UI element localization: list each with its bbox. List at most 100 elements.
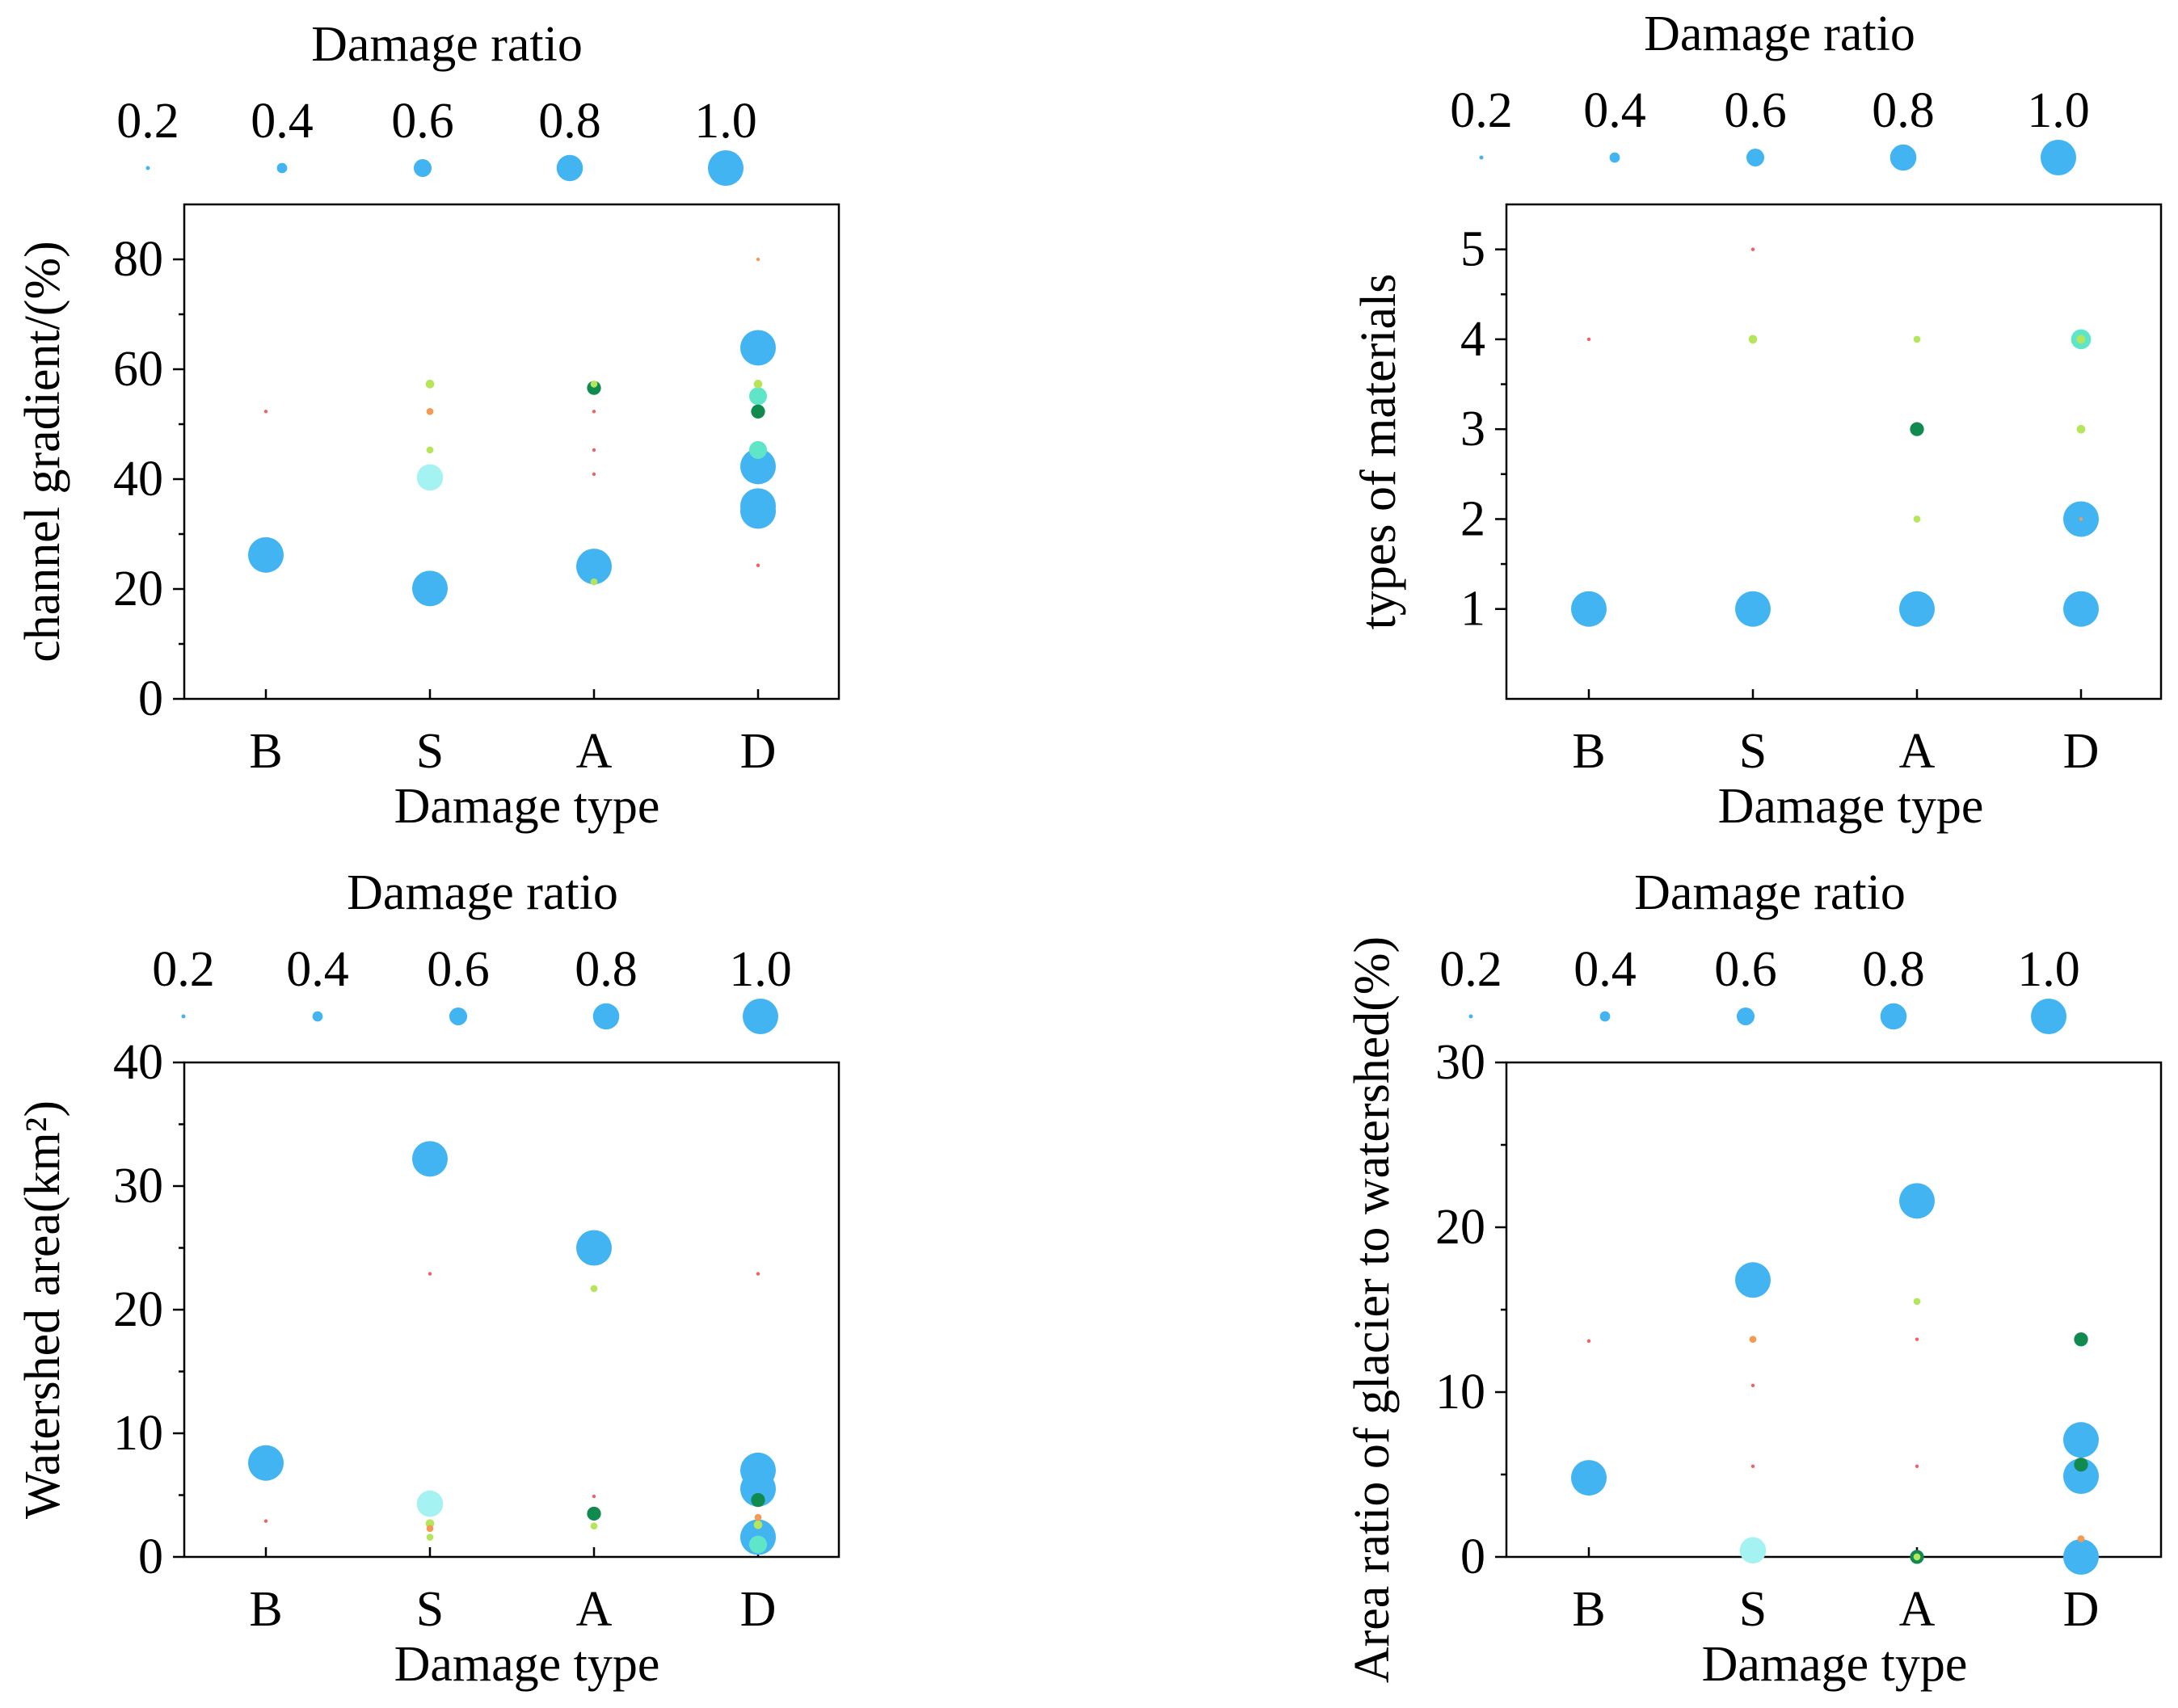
y-tick-label: 30 xyxy=(113,1159,163,1214)
data-point xyxy=(1910,422,1924,436)
plot-area-frame xyxy=(183,203,840,700)
data-point xyxy=(1899,1183,1935,1219)
data-point xyxy=(592,448,596,452)
data-point xyxy=(740,488,776,524)
y-tick-label: 2 xyxy=(1460,491,1485,546)
size-legend: 0.2 0.4 0.6 0.8 1.0 xyxy=(1450,83,2090,175)
legend-size-marker xyxy=(1599,1011,1611,1022)
legend-label: 1.0 xyxy=(2027,83,2090,138)
legend-label: 0.8 xyxy=(575,942,638,997)
x-tick-label: A xyxy=(576,1582,613,1637)
data-point xyxy=(1586,337,1591,342)
legend-size-marker xyxy=(2031,999,2066,1034)
legend-size-marker xyxy=(1736,1007,1755,1026)
data-point xyxy=(1915,1337,1919,1341)
data-point xyxy=(1571,1460,1607,1496)
x-tick-label: A xyxy=(1899,724,1936,779)
legend-title: Damage ratio xyxy=(347,865,618,920)
y-tick-label: 10 xyxy=(1435,1365,1485,1420)
data-point xyxy=(1913,1298,1921,1306)
x-tick-label: B xyxy=(1572,1582,1605,1637)
data-point xyxy=(1750,247,1755,251)
legend-label: 0.2 xyxy=(116,94,179,149)
data-point xyxy=(1913,335,1921,343)
legend-label: 0.6 xyxy=(1714,942,1777,997)
data-point xyxy=(592,1494,596,1499)
y-axis-title: Watershed area(km²) xyxy=(15,1100,70,1519)
y-tick-label: 3 xyxy=(1460,402,1485,456)
x-tick-label: B xyxy=(1572,724,1605,779)
data-point xyxy=(2063,591,2099,627)
legend-size-marker xyxy=(743,999,778,1034)
y-tick-label: 80 xyxy=(113,232,163,287)
legend-size-marker xyxy=(181,1014,186,1019)
data-point xyxy=(1571,591,1607,627)
x-tick-label: D xyxy=(2063,724,2100,779)
data-point xyxy=(2074,1332,2088,1347)
legend-label: 0.2 xyxy=(1439,942,1502,997)
data-point xyxy=(412,1141,448,1177)
legend-label: 1.0 xyxy=(2017,942,2080,997)
legend-size-marker xyxy=(1609,152,1620,163)
size-legend: 0.2 0.4 0.6 0.8 1.0 xyxy=(1439,942,2080,1034)
y-tick-label: 40 xyxy=(113,1035,163,1090)
legend-size-marker xyxy=(1746,148,1765,167)
y-tick-label: 20 xyxy=(113,1282,163,1337)
legend-size-marker xyxy=(2041,140,2076,175)
plot-area-frame xyxy=(183,1061,840,1559)
data-point xyxy=(740,1470,776,1507)
data-point xyxy=(248,536,284,573)
size-legend: 0.2 0.4 0.6 0.8 1.0 xyxy=(116,94,757,186)
data-point xyxy=(740,330,776,366)
data-point xyxy=(248,1445,284,1481)
y-tick-label: 4 xyxy=(1460,312,1485,367)
legend-label: 0.4 xyxy=(286,942,349,997)
data-point xyxy=(2076,424,2086,434)
legend-size-marker xyxy=(1479,155,1484,160)
data-point xyxy=(263,410,268,414)
data-point xyxy=(425,380,435,389)
data-point xyxy=(426,1525,434,1533)
x-tick-label: B xyxy=(249,1582,282,1637)
x-axis-title: Damage type xyxy=(1718,779,1984,834)
legend-label: 0.6 xyxy=(427,942,490,997)
legend-size-marker xyxy=(556,154,583,182)
x-axis-title: Damage type xyxy=(394,1637,660,1692)
y-tick-label: 0 xyxy=(1460,1529,1485,1584)
data-point xyxy=(756,257,760,262)
y-tick-label: 1 xyxy=(1460,582,1485,637)
data-point xyxy=(740,448,776,485)
legend-label: 0.2 xyxy=(1450,83,1513,138)
data-point xyxy=(2063,1458,2099,1495)
legend-label: 0.8 xyxy=(1872,83,1935,138)
legend-label: 0.6 xyxy=(1724,83,1787,138)
data-point xyxy=(426,446,434,454)
x-tick-label: A xyxy=(576,724,613,779)
data-point xyxy=(576,549,612,585)
x-tick-label: S xyxy=(1739,724,1767,779)
data-point xyxy=(412,570,448,607)
data-point xyxy=(756,1272,760,1276)
data-point xyxy=(590,578,598,586)
data-point xyxy=(1915,1464,1919,1469)
y-axis-title: channel gradient/(%) xyxy=(15,241,70,663)
data-point xyxy=(1913,1553,1921,1561)
data-point xyxy=(592,472,596,477)
data-point xyxy=(416,1490,444,1517)
chart-panel-watershed-area: Damage ratio 0.2 0.4 0.6 0.8 1.0 0 10 20 30… xyxy=(15,865,840,1692)
chart-panel-channel-gradient: Damage ratio 0.2 0.4 0.6 0.8 1.0 0 20 40 60… xyxy=(15,17,840,834)
y-tick-label: 30 xyxy=(1435,1035,1485,1090)
legend-size-marker xyxy=(312,1011,323,1022)
data-point xyxy=(1750,1383,1755,1388)
data-point xyxy=(748,387,768,406)
x-tick-label: D xyxy=(740,1582,777,1637)
x-tick-label: S xyxy=(416,724,444,779)
data-point xyxy=(1748,334,1758,344)
x-tick-label: B xyxy=(249,724,282,779)
legend-size-marker xyxy=(1889,144,1917,171)
legend-size-marker xyxy=(413,158,432,178)
data-point xyxy=(587,1506,601,1521)
y-tick-label: 5 xyxy=(1460,222,1485,277)
legend-label: 0.6 xyxy=(391,94,454,149)
